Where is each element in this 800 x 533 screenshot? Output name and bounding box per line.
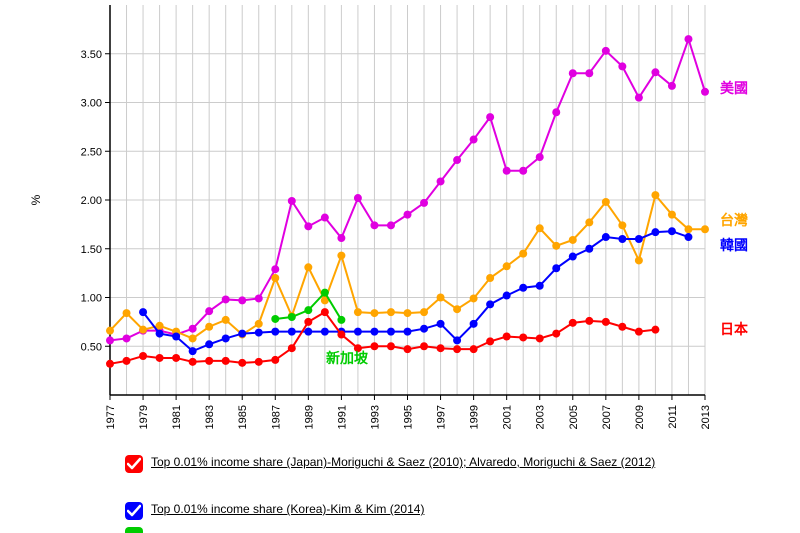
svg-text:1981: 1981 [171,405,183,429]
svg-text:2.50: 2.50 [81,146,102,158]
svg-text:台灣: 台灣 [720,212,748,228]
legend-label-japan[interactable]: Top 0.01% income share (Japan)-Moriguchi… [151,455,655,470]
svg-text:%: % [29,194,43,205]
svg-text:2009: 2009 [634,405,646,429]
legend-item-korea[interactable]: Top 0.01% income share (Korea)-Kim & Kim… [125,502,424,520]
svg-text:1993: 1993 [369,405,381,429]
svg-text:2003: 2003 [535,405,547,429]
svg-text:2.00: 2.00 [81,195,102,207]
svg-text:1985: 1985 [237,405,249,429]
svg-text:1.00: 1.00 [81,293,102,305]
svg-text:3.50: 3.50 [81,49,102,61]
svg-text:2007: 2007 [601,405,613,429]
svg-text:1989: 1989 [303,405,315,429]
svg-text:1979: 1979 [138,405,150,429]
svg-text:2011: 2011 [667,405,679,429]
chart-container: { "chart": { "type": "line", "background… [0,0,800,533]
svg-text:1987: 1987 [270,405,282,429]
svg-text:新加坡: 新加坡 [326,350,369,366]
legend-item-cutoff [125,527,143,533]
svg-text:1999: 1999 [469,405,481,429]
svg-text:1983: 1983 [204,405,216,429]
svg-text:1995: 1995 [403,405,415,429]
legend-checkbox-japan[interactable] [125,455,143,473]
svg-text:韓國: 韓國 [720,237,748,253]
svg-text:美國: 美國 [720,80,748,96]
legend-label-korea[interactable]: Top 0.01% income share (Korea)-Kim & Kim… [151,502,424,517]
svg-text:日本: 日本 [720,321,749,337]
svg-text:2005: 2005 [568,405,580,429]
svg-text:1991: 1991 [336,405,348,429]
svg-text:1997: 1997 [436,405,448,429]
svg-text:2013: 2013 [700,405,712,429]
income-share-chart: 0.50 1.00 1.50 2.00 2.50 3.00 3.50 1977 1979 1981… [0,0,800,455]
legend-checkbox-korea[interactable] [125,502,143,520]
svg-text:3.00: 3.00 [81,98,102,110]
svg-text:2001: 2001 [502,405,514,429]
svg-text:1.50: 1.50 [81,244,102,256]
legend-item-japan[interactable]: Top 0.01% income share (Japan)-Moriguchi… [125,455,655,473]
svg-text:0.50: 0.50 [81,341,102,353]
svg-text:1977: 1977 [105,405,117,429]
